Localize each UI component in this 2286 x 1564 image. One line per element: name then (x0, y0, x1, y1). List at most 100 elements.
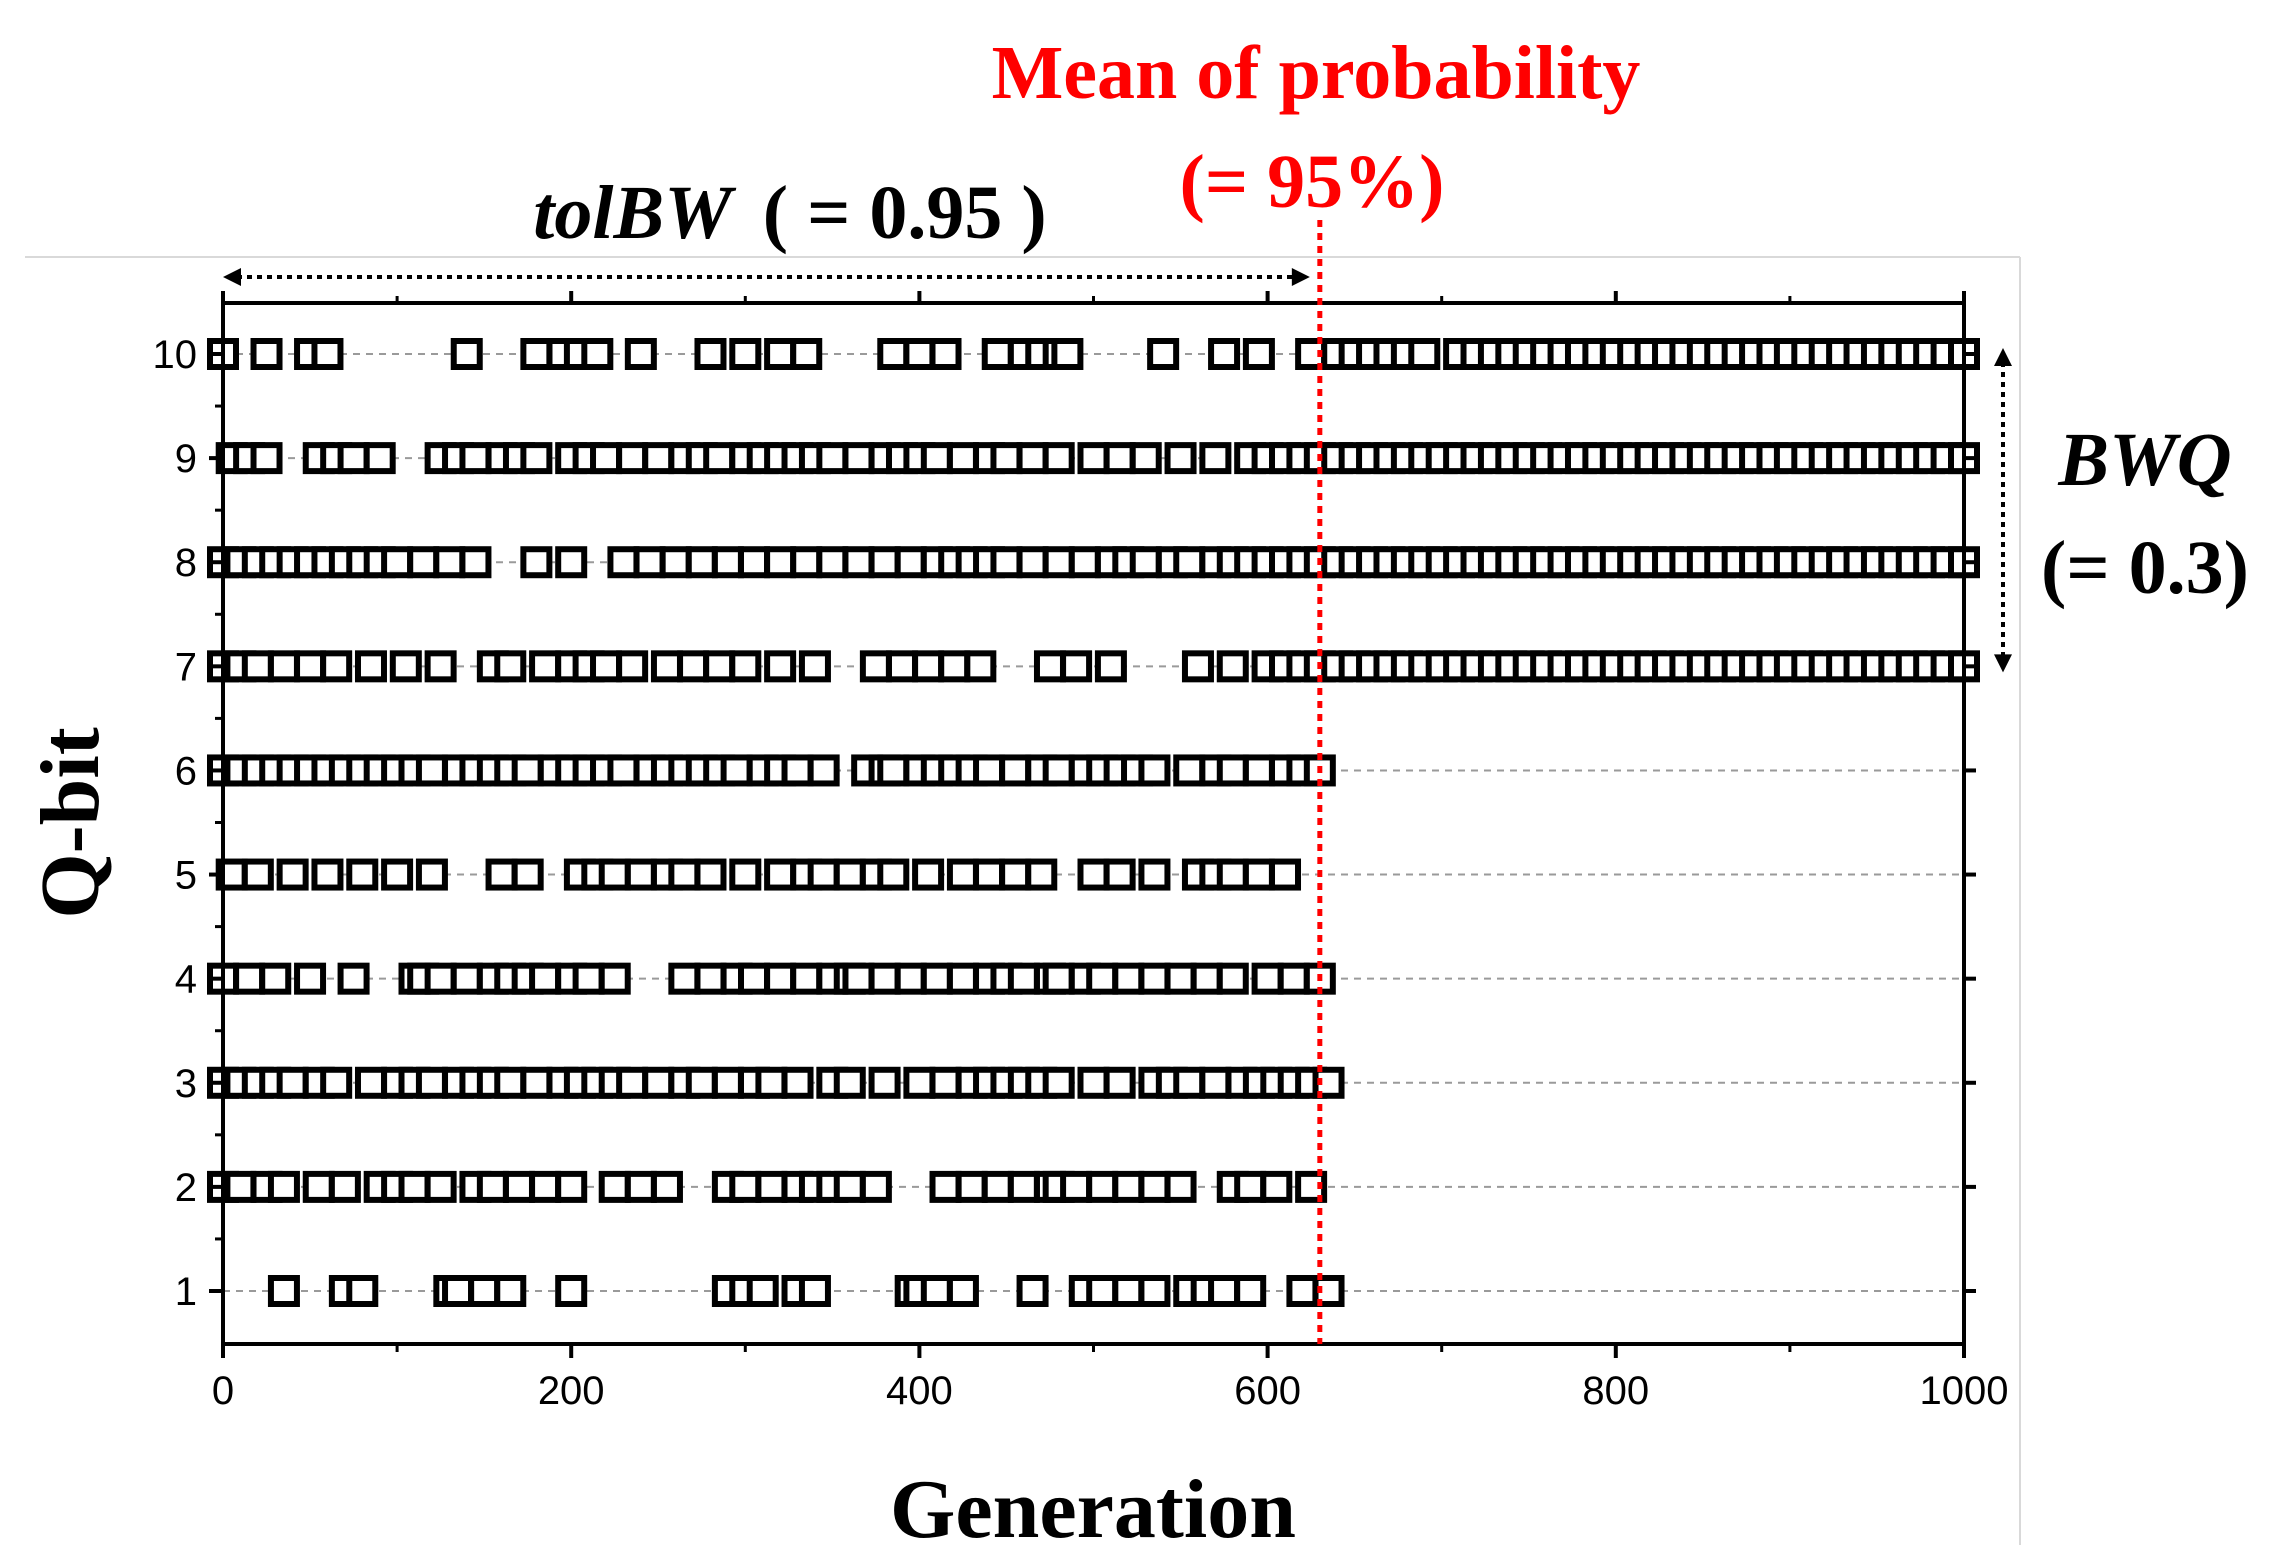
data-point-qbit-6 (511, 754, 544, 787)
data-point-qbit-3 (1077, 1066, 1110, 1099)
data-point-qbit-8 (433, 546, 466, 579)
data-point-qbit-2 (328, 1170, 361, 1203)
data-point-qbit-9 (1103, 442, 1136, 475)
y-tick-label-8: 8 (175, 541, 197, 585)
data-point-qbit-10 (1147, 338, 1180, 370)
tolbw-range-arrow (223, 268, 1310, 286)
data-point-qbit-2 (1164, 1170, 1197, 1203)
x-tick-label-400: 400 (886, 1369, 953, 1413)
data-point-qbit-4 (572, 962, 605, 995)
data-point-qbit-4 (1277, 962, 1310, 995)
data-point-qbit-8 (381, 546, 414, 579)
data-point-qbit-4 (259, 962, 292, 995)
data-point-qbit-10 (311, 338, 344, 370)
data-point-qbit-1 (1086, 1275, 1119, 1307)
data-point-qbit-1 (1138, 1275, 1171, 1307)
data-point-qbit-3 (781, 1066, 814, 1099)
data-point-qbit-5 (598, 858, 631, 891)
x-tick-label-1000: 1000 (1920, 1369, 2009, 1413)
data-point-qbit-2 (729, 1170, 762, 1203)
data-point-qbit-5 (1103, 858, 1136, 891)
data-point-qbit-10 (764, 338, 797, 370)
data-point-qbit-3 (276, 1066, 309, 1099)
data-point-qbit-7 (389, 650, 422, 683)
data-point-qbit-9 (520, 442, 553, 475)
data-point-qbit-2 (833, 1170, 866, 1203)
data-point-qbit-4 (1251, 962, 1284, 995)
data-point-qbit-9 (842, 442, 875, 475)
data-point-qbit-1 (494, 1275, 527, 1307)
data-point-qbit-10 (903, 338, 936, 370)
data-point-qbit-3 (1042, 1066, 1075, 1099)
data-point-qbit-2 (476, 1170, 509, 1203)
data-point-qbit-3 (520, 1066, 553, 1099)
data-point-qbit-2 (424, 1170, 457, 1203)
data-point-qbit-5 (668, 858, 701, 891)
data-point-qbit-2 (502, 1170, 535, 1203)
data-point-qbit-5 (276, 858, 309, 891)
data-point-qbit-9 (1129, 442, 1162, 475)
data-point-qbit-7 (703, 650, 736, 683)
data-point-qbit-5 (381, 858, 414, 891)
data-point-qbit-8 (894, 546, 927, 579)
data-point-qbit-3 (868, 1066, 901, 1099)
data-point-qbit-3 (685, 1066, 718, 1099)
data-point-qbit-7 (912, 650, 945, 683)
data-point-qbit-7 (885, 650, 918, 683)
data-point-qbit-8 (1042, 546, 1075, 579)
data-point-qbit-8 (790, 546, 823, 579)
data-point-qbit-10 (1242, 338, 1275, 370)
data-point-qbit-4 (790, 962, 823, 995)
data-point-qbit-4 (764, 962, 797, 995)
data-point-qbit-5 (946, 858, 979, 891)
data-point-qbit-2 (1260, 1170, 1293, 1203)
data-point-qbit-2 (555, 1170, 588, 1203)
tolbw-arrow-head-right (1291, 268, 1310, 286)
data-point-qbit-8 (1068, 546, 1101, 579)
data-point-qbit-4 (946, 962, 979, 995)
data-point-qbit-5 (624, 858, 657, 891)
data-point-qbit-1 (746, 1275, 779, 1307)
data-point-qbit-4 (1138, 962, 1171, 995)
data-point-qbit-10 (694, 338, 727, 370)
data-point-qbit-7 (616, 650, 649, 683)
bwq-arrow-head-top (1994, 348, 2012, 366)
data-point-qbit-10 (450, 338, 483, 370)
data-point-qbit-8 (711, 546, 744, 579)
data-point-qbit-10 (1756, 338, 1789, 370)
data-point-qbit-1 (346, 1275, 379, 1307)
data-point-qbit-2 (267, 1170, 300, 1203)
data-point-qbit-4 (842, 962, 875, 995)
data-point-qbit-10 (790, 338, 823, 370)
data-point-qbit-10 (877, 338, 910, 370)
data-point-qbit-9 (616, 442, 649, 475)
data-point-qbit-9 (1164, 442, 1197, 475)
data-point-qbit-1 (1234, 1275, 1267, 1307)
data-point-qbit-3 (903, 1066, 936, 1099)
data-point-qbit-8 (1173, 546, 1206, 579)
data-point-qbit-6 (973, 754, 1006, 787)
data-point-qbit-9 (1199, 442, 1232, 475)
data-point-qbit-2 (598, 1170, 631, 1203)
x-tick-label-800: 800 (1582, 1369, 1649, 1413)
data-point-qbit-10 (250, 338, 283, 370)
data-point-qbit-9 (642, 442, 675, 475)
data-point-qbit-9 (459, 442, 492, 475)
data-point-qbit-9 (250, 442, 283, 475)
data-point-qbit-5 (694, 858, 727, 891)
data-point-qbit-3 (1103, 1066, 1136, 1099)
data-point-qbit-1 (267, 1275, 300, 1307)
data-point-qbit-6 (720, 754, 753, 787)
data-point-qbit-9 (1016, 442, 1049, 475)
data-point-qbit-9 (946, 442, 979, 475)
tolbw-value: ( = 0.95 ) (763, 171, 1047, 255)
data-point-qbit-3 (354, 1066, 387, 1099)
data-point-qbit-9 (1077, 442, 1110, 475)
data-point-qbit-8 (1016, 546, 1049, 579)
axes-layer: 1 2 3 4 5 6 7 8 9 10 0 200 400 600 800 1000 (153, 291, 2009, 1413)
data-point-qbit-8 (764, 546, 797, 579)
data-point-qbit-8 (1129, 546, 1162, 579)
data-point-qbit-4 (868, 962, 901, 995)
data-point-qbit-7 (1033, 650, 1066, 683)
data-point-qbit-7 (1094, 650, 1127, 683)
